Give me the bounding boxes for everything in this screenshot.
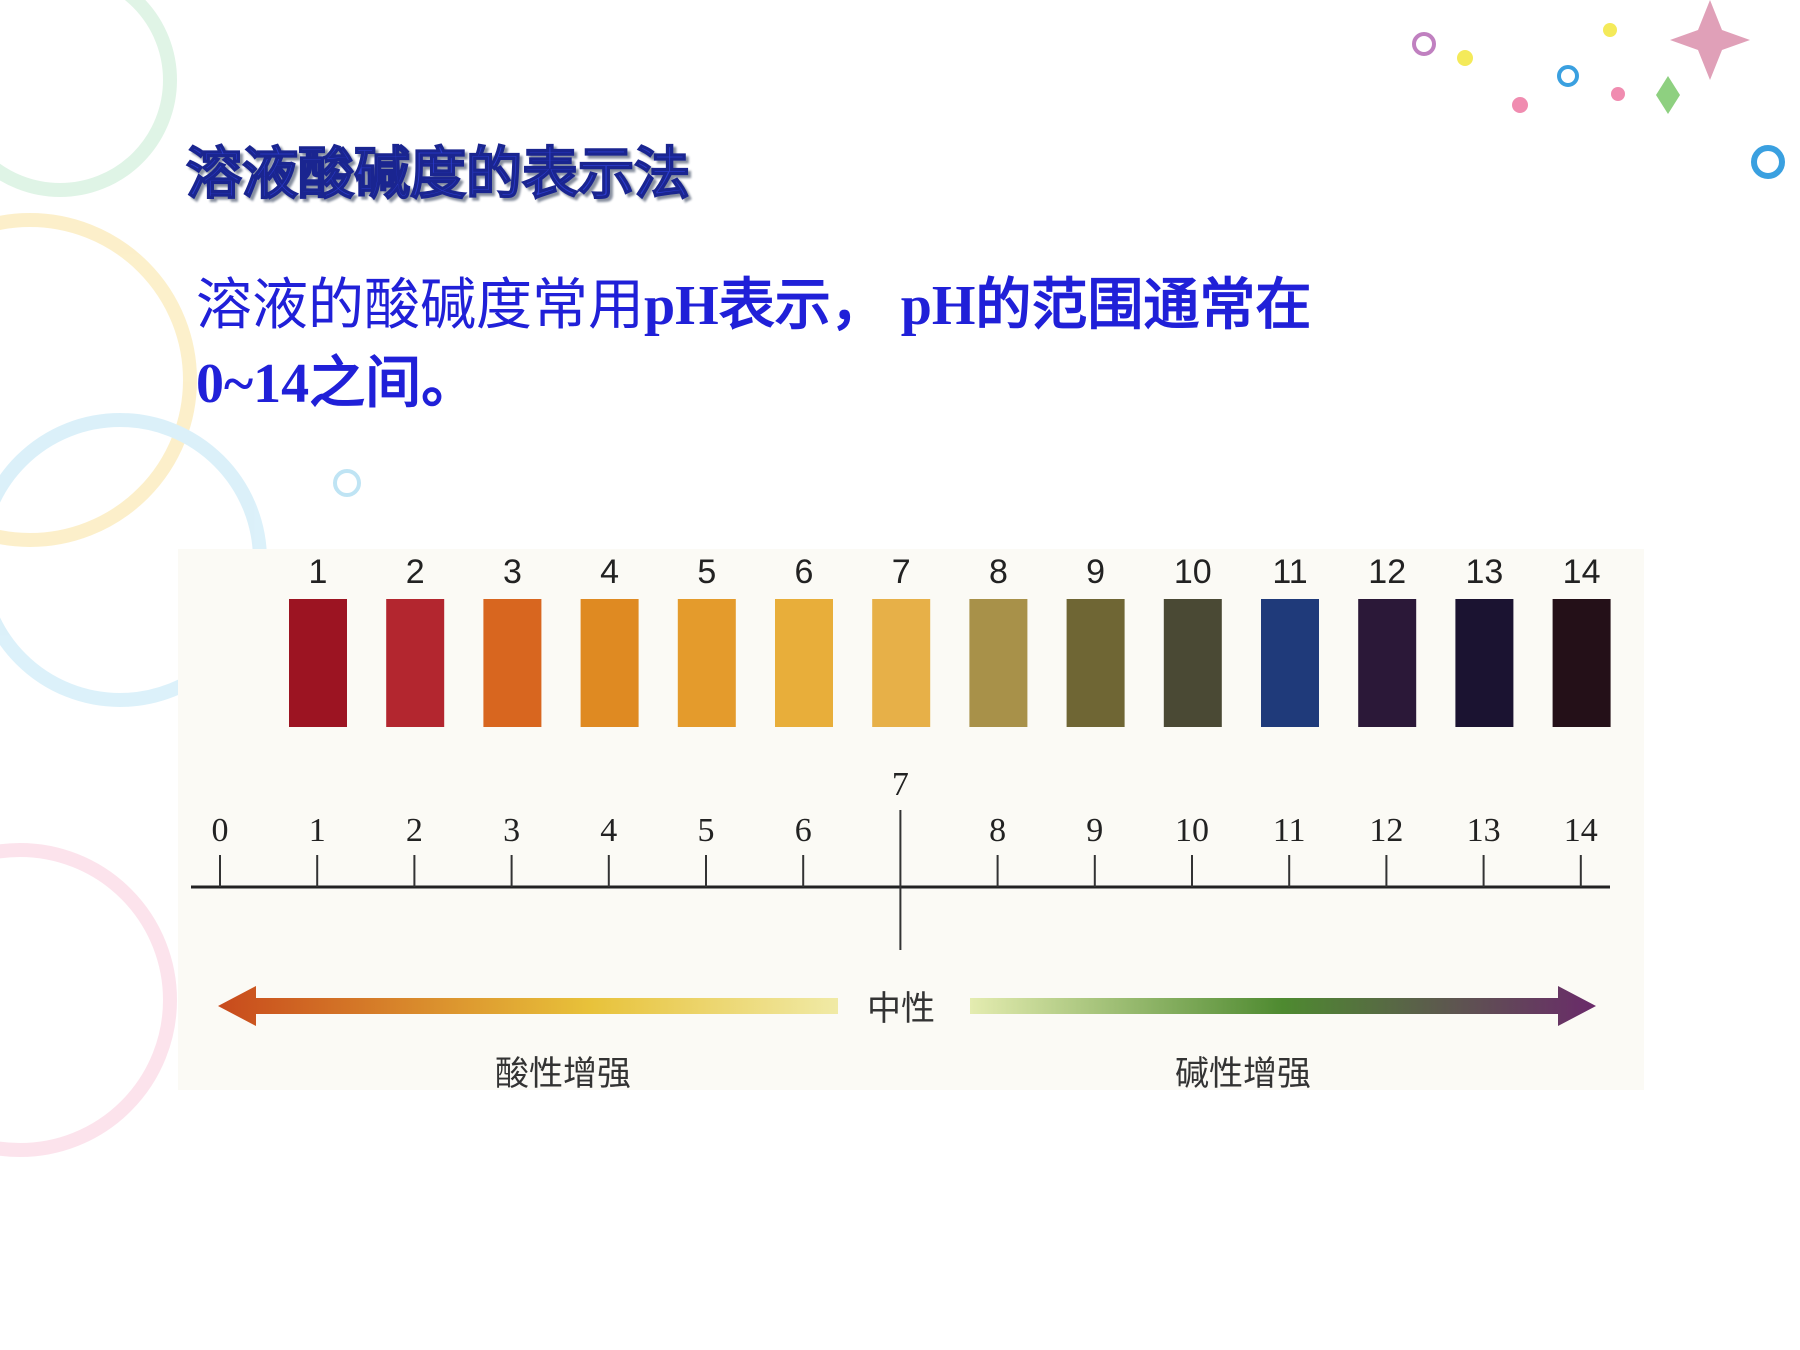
scale-label: 10	[1175, 812, 1209, 849]
scale-label: 0	[212, 812, 229, 849]
scale-label: 3	[503, 812, 520, 849]
slide-title: 溶液酸碱度的表示法	[186, 142, 690, 207]
scale-label: 1	[309, 812, 326, 849]
strip-label: 6	[795, 553, 814, 591]
body-text-b: pH表示， pH的范围通常在	[644, 275, 1311, 337]
color-strip	[1358, 599, 1417, 727]
strip-label: 2	[406, 553, 425, 591]
body-text-a: 溶液的酸碱度常用	[196, 273, 644, 338]
color-strip	[483, 599, 542, 727]
scale-label: 9	[1086, 812, 1103, 849]
scale-label: 13	[1467, 812, 1501, 849]
scale-label: 2	[406, 812, 423, 849]
strip-label: 9	[1086, 553, 1105, 591]
base-label: 碱性增强	[1175, 1054, 1311, 1094]
scale-label: 5	[698, 812, 715, 849]
scale-label: 7	[892, 766, 909, 803]
strip-label: 13	[1465, 553, 1503, 591]
strip-label: 12	[1368, 553, 1406, 591]
color-strip	[1552, 599, 1611, 727]
strip-label: 8	[989, 553, 1008, 591]
strip-label: 14	[1563, 553, 1601, 591]
neutral-label: 中性	[867, 989, 935, 1029]
scale-label: 6	[795, 812, 812, 849]
decoration-stars	[333, 0, 1785, 497]
scale-label: 12	[1369, 812, 1403, 849]
body-text: 溶液的酸碱度常用pH表示， pH的范围通常在 0~14之间。	[196, 273, 1311, 415]
color-strip	[1261, 599, 1319, 727]
color-strip	[1163, 599, 1222, 727]
strip-label: 10	[1174, 553, 1212, 591]
strip-label: 1	[309, 553, 328, 591]
color-strip	[1455, 599, 1514, 727]
color-strip	[677, 599, 736, 727]
scale-label: 8	[989, 812, 1006, 849]
scale-label: 14	[1564, 812, 1598, 849]
color-strip	[289, 599, 347, 727]
color-strip	[969, 599, 1028, 727]
acid-arrow	[218, 986, 838, 1026]
strip-label: 4	[600, 553, 619, 591]
scale-label: 11	[1273, 812, 1306, 849]
color-strip	[386, 599, 445, 727]
strip-label: 7	[892, 553, 911, 591]
ph-chart: 1 2 3 4 5 6 7 8 9 10 11 12 13 140 1 2 3 4 5 678 9 10 11 12 13 14中…	[191, 553, 1611, 1094]
base-arrow	[970, 986, 1596, 1026]
strip-label: 11	[1272, 553, 1307, 591]
color-strip	[872, 599, 931, 727]
strip-label: 3	[503, 553, 522, 591]
strip-label: 5	[697, 553, 716, 591]
body-text-c: 0~14之间。	[196, 353, 477, 415]
color-strip	[580, 599, 639, 727]
scale-label: 4	[600, 812, 617, 849]
color-strip	[1066, 599, 1125, 727]
acid-label: 酸性增强	[495, 1054, 631, 1094]
color-strip	[775, 599, 833, 727]
